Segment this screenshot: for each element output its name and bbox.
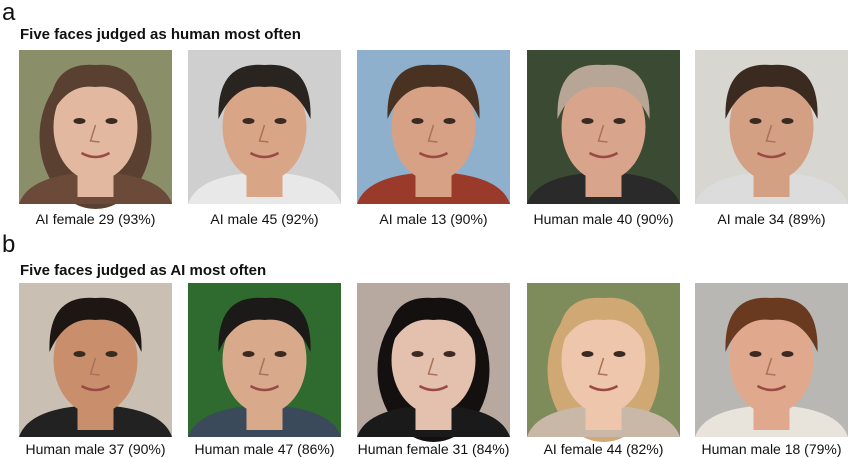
eye bbox=[411, 118, 424, 124]
nose bbox=[258, 357, 269, 376]
nose bbox=[427, 124, 438, 143]
mouth bbox=[249, 151, 280, 159]
eye bbox=[443, 351, 456, 357]
face-photo bbox=[527, 50, 680, 204]
eye bbox=[613, 118, 626, 124]
hair bbox=[218, 297, 311, 352]
face-caption: AI male 34 (89%) bbox=[717, 211, 825, 227]
nose bbox=[89, 124, 100, 143]
mouth bbox=[80, 151, 111, 159]
face-photo bbox=[19, 283, 172, 437]
face-caption: AI female 29 (93%) bbox=[36, 211, 156, 227]
eye bbox=[749, 118, 762, 124]
eye bbox=[242, 351, 255, 357]
nose bbox=[89, 357, 100, 376]
eye bbox=[274, 118, 287, 124]
face-photo bbox=[357, 283, 510, 442]
face-caption: Human male 18 (79%) bbox=[701, 441, 841, 457]
mouth bbox=[588, 384, 619, 392]
nose bbox=[597, 357, 608, 376]
eye bbox=[613, 351, 626, 357]
mouth bbox=[756, 151, 787, 159]
face-photo bbox=[188, 283, 341, 437]
mouth bbox=[80, 384, 111, 392]
mouth bbox=[588, 151, 619, 159]
panel-title: Five faces judged as AI most often bbox=[20, 262, 266, 279]
hair bbox=[218, 64, 311, 119]
face-photo bbox=[357, 50, 510, 204]
mouth bbox=[756, 384, 787, 392]
face-caption: AI male 13 (90%) bbox=[379, 211, 487, 227]
hair bbox=[387, 64, 480, 119]
hair bbox=[49, 297, 142, 352]
face-caption: Human male 37 (90%) bbox=[25, 441, 165, 457]
mouth bbox=[249, 384, 280, 392]
face-photo bbox=[527, 283, 680, 442]
face-photo bbox=[188, 50, 341, 204]
eye bbox=[581, 351, 594, 357]
mouth bbox=[418, 384, 449, 392]
eye bbox=[781, 351, 794, 357]
eye bbox=[749, 351, 762, 357]
hair bbox=[557, 297, 650, 352]
face-caption: Human male 40 (90%) bbox=[533, 211, 673, 227]
eye bbox=[73, 351, 86, 357]
eye bbox=[411, 351, 424, 357]
eye bbox=[105, 118, 118, 124]
eye bbox=[242, 118, 255, 124]
hair bbox=[557, 64, 650, 119]
nose bbox=[597, 124, 608, 143]
panel-letter: a bbox=[2, 0, 16, 26]
nose bbox=[765, 124, 776, 143]
hair bbox=[725, 297, 818, 352]
eye bbox=[73, 118, 86, 124]
panel-letter: b bbox=[2, 231, 15, 258]
nose bbox=[258, 124, 269, 143]
face-caption: AI female 44 (82%) bbox=[544, 441, 664, 457]
nose bbox=[765, 357, 776, 376]
hair bbox=[725, 64, 818, 119]
face-caption: Human female 31 (84%) bbox=[358, 441, 510, 457]
eye bbox=[443, 118, 456, 124]
face-caption: AI male 45 (92%) bbox=[210, 211, 318, 227]
hair bbox=[387, 297, 480, 352]
hair bbox=[49, 64, 142, 119]
face-photo bbox=[695, 50, 848, 204]
eye bbox=[274, 351, 287, 357]
eye bbox=[105, 351, 118, 357]
nose bbox=[427, 357, 438, 376]
eye bbox=[581, 118, 594, 124]
face-photo bbox=[695, 283, 848, 437]
face-caption: Human male 47 (86%) bbox=[194, 441, 334, 457]
eye bbox=[781, 118, 794, 124]
panel-title: Five faces judged as human most often bbox=[20, 26, 301, 43]
face-photo bbox=[19, 50, 172, 209]
mouth bbox=[418, 151, 449, 159]
